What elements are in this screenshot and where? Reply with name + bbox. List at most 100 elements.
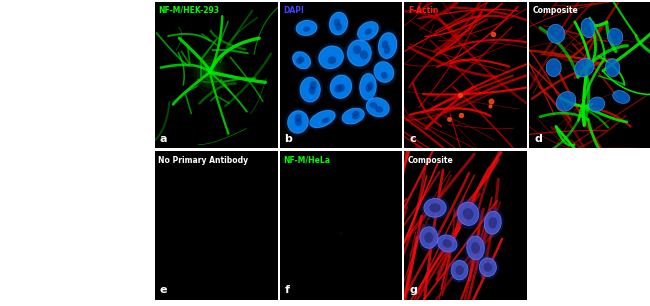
Ellipse shape (358, 22, 378, 40)
Ellipse shape (421, 196, 449, 220)
Ellipse shape (430, 203, 441, 213)
Ellipse shape (489, 217, 497, 229)
Ellipse shape (327, 72, 355, 102)
Ellipse shape (330, 12, 348, 35)
Ellipse shape (298, 56, 304, 62)
Ellipse shape (374, 62, 394, 82)
Ellipse shape (288, 111, 308, 133)
Ellipse shape (303, 26, 310, 32)
Ellipse shape (321, 118, 330, 123)
Ellipse shape (606, 59, 619, 76)
Ellipse shape (292, 51, 311, 70)
Ellipse shape (306, 108, 339, 130)
Text: d: d (534, 134, 542, 144)
Ellipse shape (360, 50, 368, 59)
Ellipse shape (482, 208, 504, 238)
Ellipse shape (424, 199, 446, 217)
Ellipse shape (337, 84, 345, 92)
Ellipse shape (341, 107, 365, 125)
Ellipse shape (581, 18, 595, 38)
Ellipse shape (285, 107, 311, 136)
Ellipse shape (613, 91, 630, 103)
Ellipse shape (484, 263, 492, 272)
Circle shape (209, 71, 211, 73)
Text: Composite: Composite (533, 6, 578, 15)
Ellipse shape (467, 236, 484, 260)
Point (456, 112, 466, 117)
Ellipse shape (330, 75, 352, 98)
Ellipse shape (290, 49, 313, 71)
Ellipse shape (417, 224, 441, 252)
Ellipse shape (342, 108, 364, 124)
Ellipse shape (348, 40, 371, 66)
Text: NF-M/HEK-293: NF-M/HEK-293 (159, 6, 220, 15)
Ellipse shape (608, 28, 623, 45)
Ellipse shape (297, 74, 323, 106)
Ellipse shape (471, 242, 480, 254)
Ellipse shape (352, 111, 359, 116)
Ellipse shape (296, 21, 317, 35)
Ellipse shape (296, 58, 302, 64)
Ellipse shape (293, 18, 320, 38)
Text: e: e (160, 285, 167, 295)
Ellipse shape (589, 97, 604, 112)
Ellipse shape (315, 43, 347, 72)
Point (485, 103, 495, 108)
Ellipse shape (464, 233, 487, 263)
Ellipse shape (309, 110, 336, 129)
Ellipse shape (476, 255, 499, 279)
Ellipse shape (368, 82, 373, 91)
Ellipse shape (463, 208, 473, 220)
Ellipse shape (344, 36, 375, 70)
Ellipse shape (484, 211, 501, 234)
Point (488, 31, 498, 36)
Ellipse shape (359, 72, 377, 101)
Ellipse shape (335, 23, 342, 31)
Text: No Primary Antibody: No Primary Antibody (159, 156, 248, 165)
Ellipse shape (329, 74, 353, 99)
Ellipse shape (333, 19, 340, 26)
Ellipse shape (375, 106, 383, 113)
Text: b: b (285, 134, 292, 144)
Ellipse shape (371, 59, 396, 85)
Ellipse shape (292, 52, 311, 69)
Ellipse shape (354, 19, 382, 43)
Point (335, 231, 346, 236)
Ellipse shape (378, 33, 396, 58)
Ellipse shape (381, 72, 387, 79)
Ellipse shape (359, 74, 376, 100)
Circle shape (206, 67, 215, 77)
Ellipse shape (339, 106, 367, 126)
Ellipse shape (454, 199, 482, 229)
Text: a: a (160, 134, 167, 144)
Ellipse shape (546, 59, 561, 76)
Ellipse shape (547, 24, 565, 43)
Ellipse shape (575, 58, 594, 77)
Ellipse shape (352, 114, 360, 119)
Ellipse shape (318, 45, 344, 70)
Text: g: g (410, 285, 417, 295)
Text: DAPI: DAPI (283, 6, 304, 15)
Point (444, 117, 454, 121)
Text: F-Actin: F-Actin (408, 6, 438, 15)
Ellipse shape (370, 102, 378, 109)
Ellipse shape (365, 28, 372, 35)
Ellipse shape (435, 233, 460, 255)
Ellipse shape (437, 235, 457, 252)
Ellipse shape (328, 56, 336, 64)
Ellipse shape (556, 91, 576, 111)
Ellipse shape (479, 258, 497, 277)
Ellipse shape (367, 98, 389, 117)
Ellipse shape (363, 95, 393, 120)
Ellipse shape (300, 77, 320, 102)
Ellipse shape (327, 9, 350, 38)
Ellipse shape (376, 29, 400, 62)
Circle shape (197, 56, 223, 88)
Ellipse shape (309, 86, 316, 95)
Ellipse shape (443, 239, 452, 248)
Ellipse shape (346, 39, 372, 67)
Ellipse shape (334, 84, 342, 93)
Ellipse shape (456, 265, 463, 275)
Ellipse shape (294, 114, 302, 122)
Ellipse shape (365, 97, 390, 118)
